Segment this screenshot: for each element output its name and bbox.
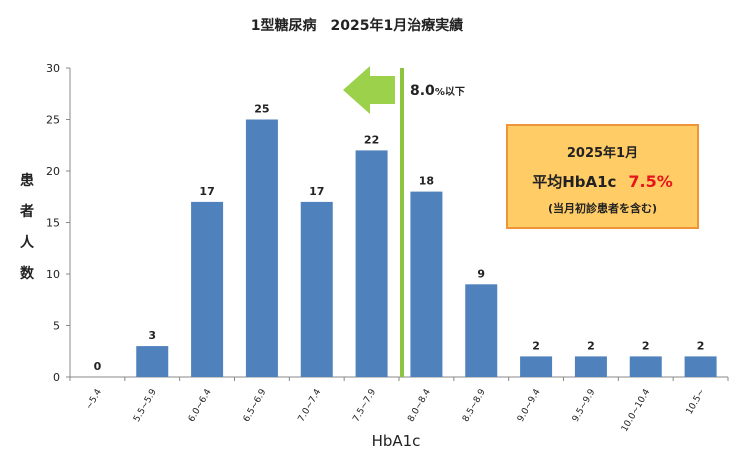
chart-title: 1型糖尿病 2025年1月治療実績 [251, 17, 463, 34]
arrow-left-icon [343, 66, 395, 114]
data-label: 3 [148, 329, 156, 342]
annotation-month: 2025年1月 [566, 146, 639, 161]
annotation-note: (当月初診患者を含む) [547, 202, 658, 215]
bar [465, 284, 498, 377]
x-axis: ~5.4 5.5~5.9 6.0~6.4 6.5~6.9 7.0~7.4 7.5~7.9 8… [69, 376, 729, 434]
y-label-char: 者 [20, 204, 34, 220]
annotation-average-value: 7.5% [628, 172, 673, 191]
x-tick-label: 10.5~ [685, 388, 707, 417]
bar [245, 119, 278, 377]
data-label: 25 [254, 103, 269, 116]
x-tick-label: 8.0~8.4 [406, 387, 433, 424]
x-tick-label: 5.5~5.9 [132, 387, 159, 424]
annotation-average-label: 平均HbA1c [532, 173, 617, 191]
bar [136, 346, 169, 377]
data-label: 0 [94, 360, 102, 373]
x-tick-label: 10.0~10.4 [620, 387, 653, 433]
threshold-suffix: %以下 [435, 86, 465, 98]
bar [684, 356, 717, 377]
y-label-char: 人 [20, 234, 35, 251]
x-axis-label: HbA1c [372, 432, 421, 450]
y-tick-label: 25 [46, 114, 60, 127]
x-tick-label: 9.0~9.4 [516, 387, 543, 424]
bar [629, 356, 662, 377]
y-tick-label: 5 [53, 320, 60, 333]
bar [410, 191, 443, 377]
x-tick-label: 7.0~7.4 [297, 387, 324, 424]
x-tick-label: 7.5~7.9 [351, 387, 378, 424]
x-tick-label: ~5.4 [84, 387, 104, 411]
y-label-char: 数 [20, 265, 35, 282]
x-tick-label: 9.5~9.9 [571, 387, 598, 424]
data-label: 18 [419, 175, 434, 188]
x-tick-label: 6.0~6.4 [187, 387, 214, 424]
bar [300, 201, 333, 377]
y-tick-label: 0 [53, 371, 60, 384]
y-tick-label: 10 [46, 268, 60, 281]
x-tick-label: 6.5~6.9 [242, 387, 269, 424]
bar [520, 356, 553, 377]
data-label: 22 [364, 133, 379, 146]
threshold-label: 8.0%以下 [410, 83, 465, 99]
y-label-char: 患 [20, 172, 34, 189]
threshold-value: 8.0 [410, 83, 435, 99]
average-annotation-box: 2025年1月 平均HbA1c 7.5% (当月初診患者を含む) [506, 124, 699, 229]
bar [574, 356, 607, 377]
y-tick-label: 20 [46, 165, 60, 178]
annotation-average: 平均HbA1c 7.5% [508, 171, 697, 192]
y-tick-label: 30 [46, 62, 60, 75]
y-tick-label: 15 [46, 217, 60, 230]
data-label: 2 [642, 339, 650, 352]
bar [191, 201, 224, 377]
x-tick-label: 8.5~8.9 [461, 387, 488, 424]
data-label: 17 [309, 185, 324, 198]
data-label: 2 [697, 339, 705, 352]
data-label: 2 [532, 339, 540, 352]
threshold-line [400, 68, 404, 377]
data-label: 2 [587, 339, 595, 352]
bar [355, 150, 388, 377]
y-axis: 0 5 10 15 20 25 30 [46, 62, 71, 384]
threshold-marker: 8.0%以下 [343, 66, 465, 377]
data-label: 9 [477, 267, 485, 280]
data-label: 17 [199, 185, 214, 198]
